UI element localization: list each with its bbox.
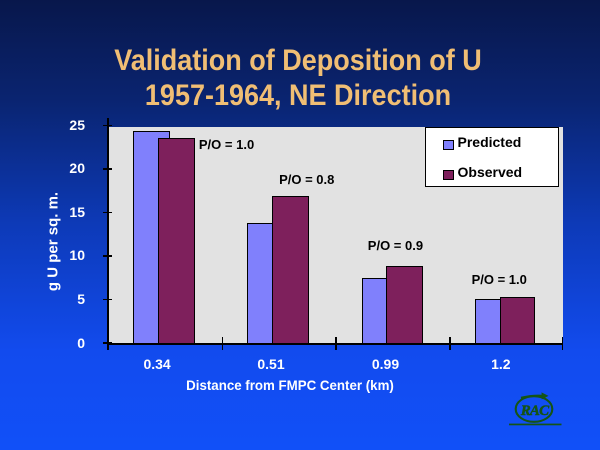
svg-text:RAC: RAC: [520, 403, 550, 419]
